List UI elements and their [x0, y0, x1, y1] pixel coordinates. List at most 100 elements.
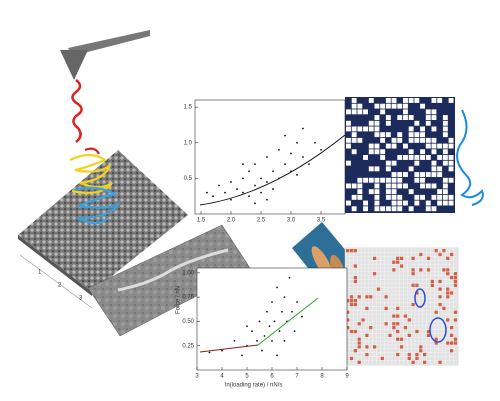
matrix-cell [420, 103, 425, 109]
map-cell [380, 260, 384, 264]
map-cell [411, 310, 415, 314]
map-cell [407, 256, 411, 260]
plot-frame [194, 99, 346, 215]
map-cell [430, 329, 434, 334]
map-cell [357, 264, 361, 268]
map-cell [357, 260, 361, 264]
matrix-cell [425, 137, 431, 143]
map-cell [411, 249, 415, 253]
map-cell [349, 314, 354, 318]
map-cell [346, 314, 350, 318]
map-cell [442, 349, 446, 353]
map-cell [369, 249, 373, 253]
map-cell [353, 279, 357, 284]
map-cell [365, 272, 369, 276]
scatter-top: 1.5 2.0 2.5 3.0 3.5 0.5 1.0 1.5 [184, 99, 346, 224]
matrix-cell [403, 143, 408, 149]
matrix-cell [420, 183, 425, 189]
map-cell [411, 279, 415, 284]
map-cell [369, 283, 373, 287]
map-cell [372, 291, 377, 295]
map-cell [430, 326, 434, 330]
map-cell [453, 252, 458, 257]
map-cell [384, 295, 388, 299]
matrix-cell [397, 200, 403, 206]
map-cell [430, 333, 434, 337]
map-cell [346, 341, 350, 345]
map-cell [369, 360, 373, 364]
map-cell [423, 272, 427, 276]
matrix-cell [351, 149, 357, 155]
map-cell [449, 341, 454, 345]
map-cell [449, 333, 454, 337]
matrix-cell [414, 160, 420, 166]
matrix-cell [437, 172, 443, 177]
matrix-cell [425, 155, 431, 160]
map-cell [357, 352, 361, 357]
matrix-cell [380, 137, 386, 143]
map-cell [376, 337, 381, 341]
map-cell [376, 352, 381, 357]
map-cell [365, 283, 369, 287]
map-cell [361, 345, 365, 349]
map-cell [388, 360, 392, 364]
highlight [414, 288, 426, 308]
map-cell [453, 287, 458, 291]
map-cell [411, 360, 415, 364]
map-cell [349, 260, 354, 264]
matrix-cell [363, 155, 368, 160]
map-cell [346, 295, 350, 299]
matrix-cell [425, 206, 431, 212]
map-cell [449, 287, 454, 291]
map-cell [411, 295, 415, 299]
map-cell [438, 283, 442, 287]
map-cell [380, 287, 384, 291]
map-cell [388, 291, 392, 295]
map-cell [399, 349, 404, 353]
matrix-cell [403, 98, 408, 103]
map-cell [365, 360, 369, 364]
map-cell [446, 318, 450, 322]
x-tick-label: 3.0 [287, 218, 296, 224]
map-cell [346, 291, 350, 295]
map-cell [376, 268, 381, 272]
map-cell [376, 287, 381, 291]
matrix-cell [425, 200, 431, 206]
map-cell [380, 264, 384, 268]
matrix-cell [397, 132, 403, 138]
matrix-cell [385, 103, 391, 109]
matrix-cell [442, 160, 448, 166]
matrix-cell [442, 120, 448, 126]
matrix-cell [403, 103, 408, 109]
map-cell [388, 326, 392, 330]
map-cell [349, 272, 354, 276]
matrix-cell [431, 98, 437, 103]
map-cell [399, 337, 404, 341]
map-cell [407, 341, 411, 345]
point [291, 310, 293, 313]
matrix-cell [391, 206, 397, 212]
map-cell [430, 291, 434, 295]
point [266, 156, 268, 158]
point [233, 339, 236, 342]
matrix-cell [431, 109, 437, 115]
map-cell [449, 310, 454, 314]
map-cell [365, 291, 369, 295]
map-cell [442, 352, 446, 357]
point [230, 181, 232, 183]
map-cell [449, 260, 454, 264]
map-cell [372, 260, 377, 264]
map-cell [396, 268, 400, 272]
point [261, 349, 263, 352]
map-cell [446, 287, 450, 291]
matrix-cell [397, 155, 403, 160]
map-cell [449, 264, 454, 268]
map-cell [426, 329, 431, 334]
matrix-cell [397, 115, 403, 120]
map-cell [415, 356, 419, 361]
map-cell [430, 287, 434, 291]
map-cell [369, 287, 373, 291]
map-cell [446, 306, 450, 311]
fit-curve [199, 134, 346, 206]
point [263, 335, 266, 337]
